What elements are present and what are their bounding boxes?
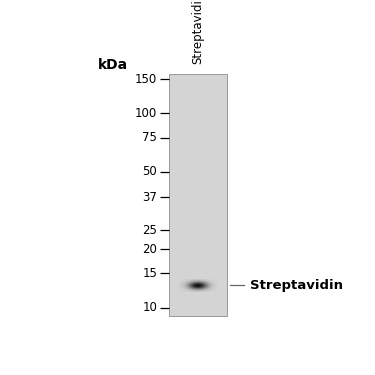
Text: 15: 15: [142, 267, 158, 280]
Text: 10: 10: [142, 301, 158, 314]
Text: 75: 75: [142, 131, 158, 144]
Text: Streptavidin: Streptavidin: [192, 0, 204, 64]
Bar: [169, 74, 227, 316]
Text: kDa: kDa: [98, 58, 128, 72]
Text: 25: 25: [142, 224, 158, 237]
Text: 20: 20: [142, 243, 158, 256]
Text: 50: 50: [142, 165, 158, 178]
Text: 100: 100: [135, 107, 158, 120]
Text: 37: 37: [142, 191, 158, 204]
Text: Streptavidin: Streptavidin: [251, 279, 344, 292]
Text: 150: 150: [135, 73, 158, 86]
